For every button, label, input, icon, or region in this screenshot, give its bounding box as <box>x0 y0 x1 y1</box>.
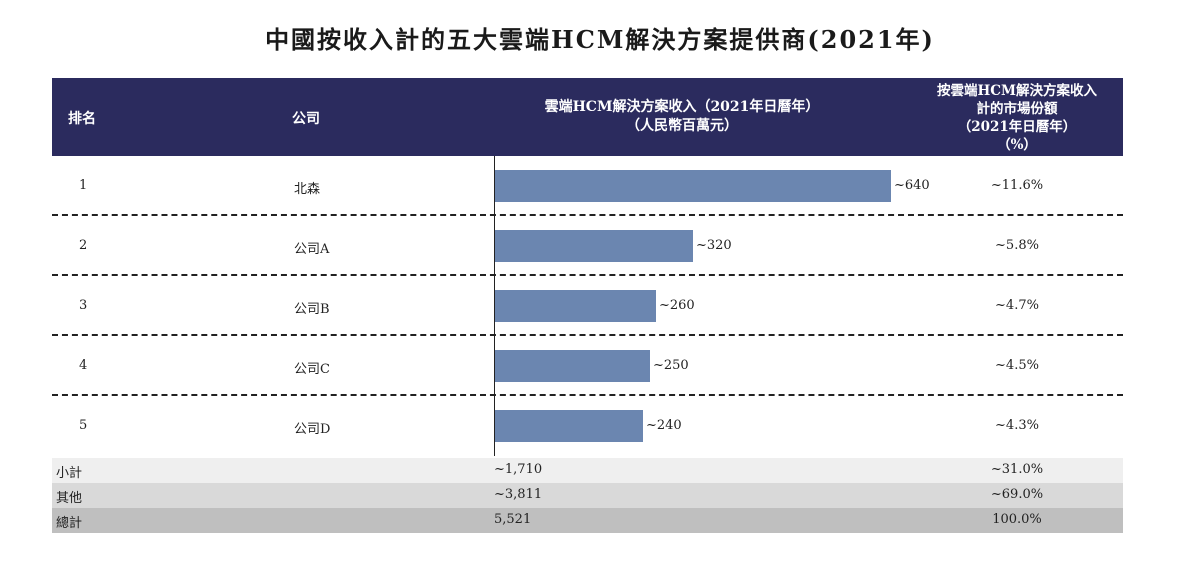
others-row: 其他 ~3,811 ~69.0% <box>52 483 1123 508</box>
company-cell: 公司A <box>294 242 330 257</box>
rank-cell: 2 <box>79 238 88 253</box>
others-share: ~69.0% <box>990 487 1044 502</box>
row-divider <box>52 274 1123 276</box>
rank-cell: 1 <box>79 178 88 193</box>
table-row: 5 公司D ~4.3% <box>52 396 1123 455</box>
header-revenue: 雲端HCM解決方案收入（2021年日曆年） （人民幣百萬元） <box>482 98 882 136</box>
row-divider <box>52 214 1123 216</box>
rank-cell: 4 <box>79 358 88 373</box>
page-title: 中國按收入計的五大雲端HCM解決方案提供商(2021年) <box>265 25 935 54</box>
company-cell: 北森 <box>294 182 321 197</box>
bar-company-b <box>495 290 656 322</box>
bar-company-a <box>495 230 693 262</box>
bar-value-label: ~260 <box>659 298 695 313</box>
table-row: 1 北森 ~11.6% <box>52 156 1123 215</box>
table-row: 3 公司B ~4.7% <box>52 276 1123 335</box>
bar-value-label: ~250 <box>653 358 689 373</box>
bar-value-label: ~640 <box>894 178 930 193</box>
company-cell: 公司C <box>294 362 330 377</box>
row-divider <box>52 394 1123 396</box>
subtotal-label: 小計 <box>56 466 83 481</box>
total-row: 總計 5,521 100.0% <box>52 508 1123 533</box>
others-label: 其他 <box>56 491 83 506</box>
bar-axis-line <box>494 156 495 456</box>
share-cell: ~11.6% <box>990 178 1044 193</box>
bar-value-label: ~320 <box>696 238 732 253</box>
table-row: 4 公司C ~4.5% <box>52 336 1123 395</box>
table-row: 2 公司A ~5.8% <box>52 216 1123 275</box>
total-label: 總計 <box>56 516 83 531</box>
header-share: 按雲端HCM解決方案收入 計的市場份額 （2021年日曆年） （%） <box>912 82 1122 154</box>
company-cell: 公司B <box>294 302 330 317</box>
subtotal-row: 小計 ~1,710 ~31.0% <box>52 458 1123 483</box>
bar-beisen <box>495 170 891 202</box>
header-share-line1: 按雲端HCM解決方案收入 <box>937 83 1097 99</box>
rank-cell: 3 <box>79 298 88 313</box>
row-divider <box>52 334 1123 336</box>
header-share-line2: 計的市場份額 <box>976 101 1058 117</box>
header-revenue-line2: （人民幣百萬元） <box>626 118 738 134</box>
total-share: 100.0% <box>992 512 1042 527</box>
rank-cell: 5 <box>79 418 88 433</box>
header-share-line3: （2021年日曆年） <box>957 119 1077 135</box>
subtotal-revenue: ~1,710 <box>494 462 543 477</box>
company-cell: 公司D <box>294 422 331 437</box>
table-header: 排名 公司 雲端HCM解決方案收入（2021年日曆年） （人民幣百萬元） 按雲端… <box>52 78 1123 156</box>
header-share-line4: （%） <box>997 137 1037 153</box>
share-cell: ~5.8% <box>995 238 1039 253</box>
bar-value-label: ~240 <box>646 418 682 433</box>
others-revenue: ~3,811 <box>494 487 543 502</box>
bar-company-c <box>495 350 650 382</box>
bar-company-d <box>495 410 643 442</box>
share-cell: ~4.5% <box>995 358 1039 373</box>
share-cell: ~4.7% <box>995 298 1039 313</box>
header-company: 公司 <box>292 111 320 127</box>
header-revenue-line1: 雲端HCM解決方案收入（2021年日曆年） <box>544 99 820 115</box>
share-cell: ~4.3% <box>995 418 1039 433</box>
subtotal-share: ~31.0% <box>990 462 1044 477</box>
header-rank: 排名 <box>68 111 96 127</box>
total-revenue: 5,521 <box>494 512 532 527</box>
